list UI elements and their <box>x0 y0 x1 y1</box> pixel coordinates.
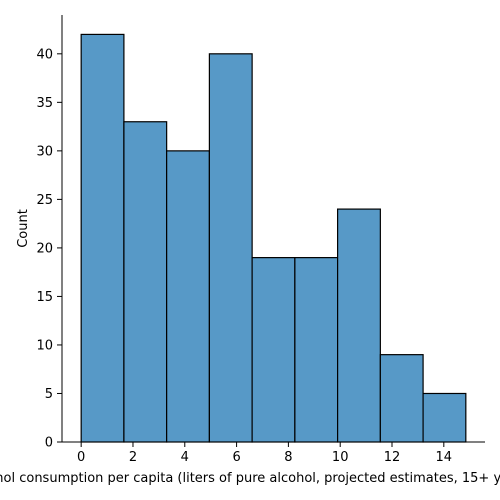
x-tick-label: 4 <box>181 450 189 465</box>
histogram-bar <box>294 257 339 443</box>
y-tick-label: 10 <box>36 338 53 353</box>
histogram-bar <box>422 392 467 443</box>
x-tick-label: 0 <box>77 450 85 465</box>
histogram-bar <box>166 150 210 443</box>
x-tick-label: 2 <box>129 450 137 465</box>
x-tick-label: 14 <box>436 450 453 465</box>
y-tick-label: 20 <box>36 241 53 256</box>
x-tick-label: 8 <box>284 450 292 465</box>
x-tick-label: 10 <box>332 450 349 465</box>
x-ticks-group: 0 2 4 6 8 10 12 14 <box>77 442 452 465</box>
x-tick-label: 6 <box>232 450 240 465</box>
histogram-bar <box>80 33 125 443</box>
y-tick-label: 25 <box>36 193 53 208</box>
y-tick-label: 30 <box>36 144 53 159</box>
histogram-bar <box>251 257 296 443</box>
histogram-bar <box>379 354 424 443</box>
histogram-bar <box>337 208 381 443</box>
x-tick-label: 12 <box>384 450 401 465</box>
histogram-bar <box>123 121 168 443</box>
x-axis-label: Alcohol consumption per capita (liters o… <box>0 471 500 486</box>
y-tick-label: 35 <box>36 96 53 111</box>
y-tick-label: 15 <box>36 290 53 305</box>
y-tick-label: 40 <box>36 47 53 62</box>
y-ticks-group: 0 5 10 15 20 25 30 35 40 <box>36 47 62 451</box>
y-tick-label: 0 <box>45 436 53 451</box>
y-tick-label: 5 <box>45 387 53 402</box>
bars-group <box>80 33 467 443</box>
histogram-bar <box>208 53 253 443</box>
y-axis-label: Count <box>16 209 31 248</box>
